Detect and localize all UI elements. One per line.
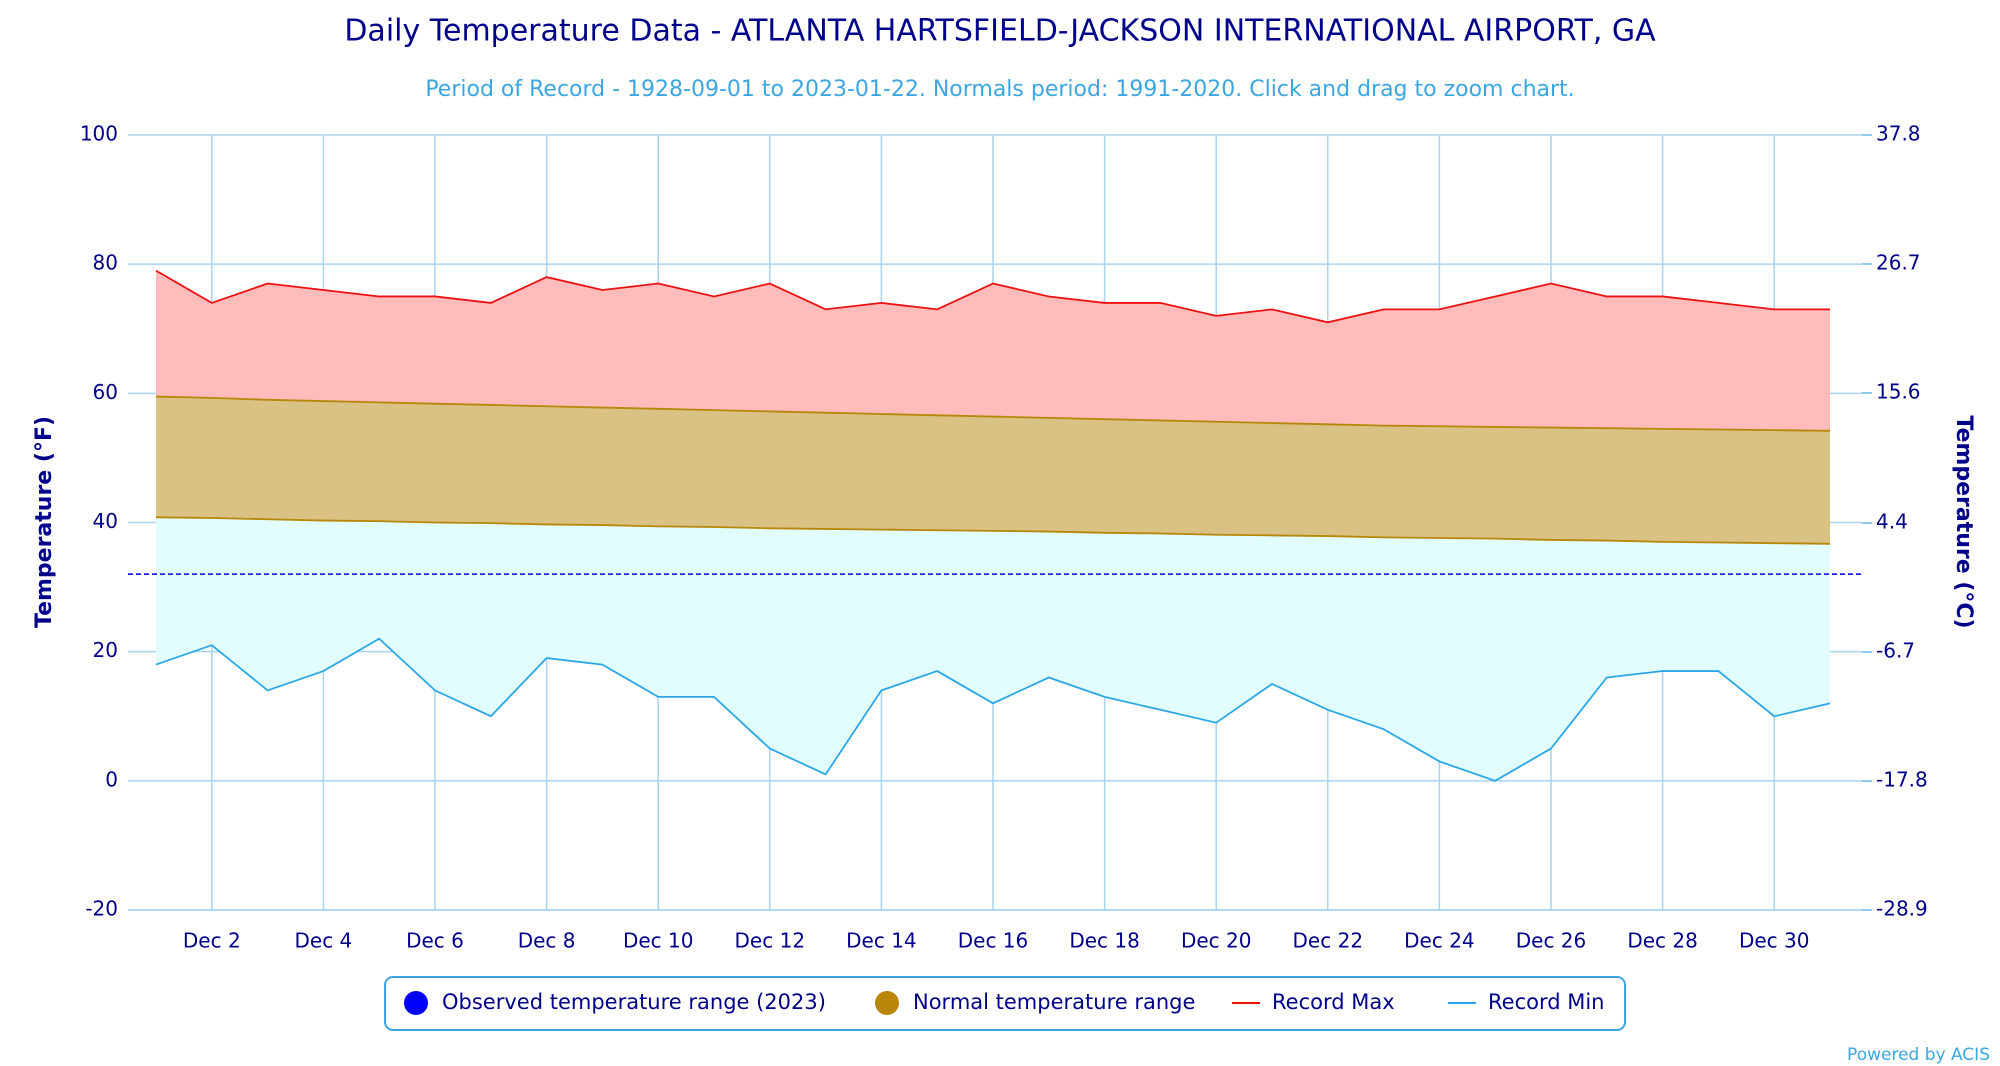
y2-tick-label: -17.8	[1876, 768, 1928, 792]
x-tick-label: Dec 16	[958, 929, 1029, 953]
y-tick-label: 20	[93, 638, 118, 662]
legend-label[interactable]: Record Min	[1488, 990, 1605, 1014]
legend-label[interactable]: Observed temperature range (2023)	[442, 990, 826, 1014]
record-max-line	[155, 269, 1830, 324]
x-tick-label: Dec 12	[735, 929, 806, 953]
x-tick-label: Dec 8	[518, 929, 576, 953]
y2-tick-label: 4.4	[1876, 510, 1908, 534]
record-min-area	[156, 517, 1830, 781]
y-tick-label: 80	[93, 251, 118, 275]
chart-title: Daily Temperature Data - ATLANTA HARTSFI…	[344, 14, 1656, 49]
y-tick-label: 100	[80, 122, 118, 146]
normal-high-line	[155, 395, 1831, 432]
x-tick-label: Dec 14	[846, 929, 917, 953]
credit: Powered by ACIS	[1847, 1045, 1990, 1065]
chart-subtitle: Period of Record - 1928-09-01 to 2023-01…	[425, 77, 1574, 102]
y2-axis-title: Temperature (°C)	[1951, 415, 1976, 628]
y-tick-label: -20	[85, 897, 118, 921]
y-tick-label: 0	[105, 767, 118, 791]
legend-box	[384, 976, 1626, 1031]
record-max-area	[156, 270, 1830, 431]
y-axis-title: Temperature (°F)	[32, 416, 57, 628]
x-tick-label: Dec 18	[1069, 929, 1140, 953]
y2-tick-label: 37.8	[1876, 122, 1921, 146]
y-tick-label: 40	[93, 509, 118, 533]
legend-marker	[875, 991, 899, 1015]
legend-label[interactable]: Normal temperature range	[913, 990, 1195, 1014]
normal-low-line	[155, 516, 1831, 545]
x-tick-label: Dec 20	[1181, 929, 1252, 953]
x-tick-label: Dec 28	[1627, 929, 1698, 953]
legend-label[interactable]: Record Max	[1272, 990, 1395, 1014]
x-tick-label: Dec 22	[1293, 929, 1364, 953]
x-tick-label: Dec 10	[623, 929, 694, 953]
y2-tick-label: -6.7	[1876, 639, 1915, 663]
normal-range-area	[156, 396, 1830, 544]
y2-tick-label: -28.9	[1876, 897, 1928, 921]
x-tick-label: Dec 6	[406, 929, 464, 953]
x-tick-label: Dec 4	[295, 929, 353, 953]
x-tick-label: Dec 26	[1516, 929, 1587, 953]
y2-tick-label: 26.7	[1876, 250, 1921, 274]
x-tick-label: Dec 2	[183, 929, 241, 953]
legend-marker	[404, 991, 428, 1015]
y2-tick-label: 15.6	[1876, 379, 1921, 403]
x-tick-label: Dec 30	[1739, 929, 1810, 953]
y-tick-label: 60	[93, 380, 118, 404]
x-tick-label: Dec 24	[1404, 929, 1475, 953]
record-min-line	[155, 637, 1831, 782]
